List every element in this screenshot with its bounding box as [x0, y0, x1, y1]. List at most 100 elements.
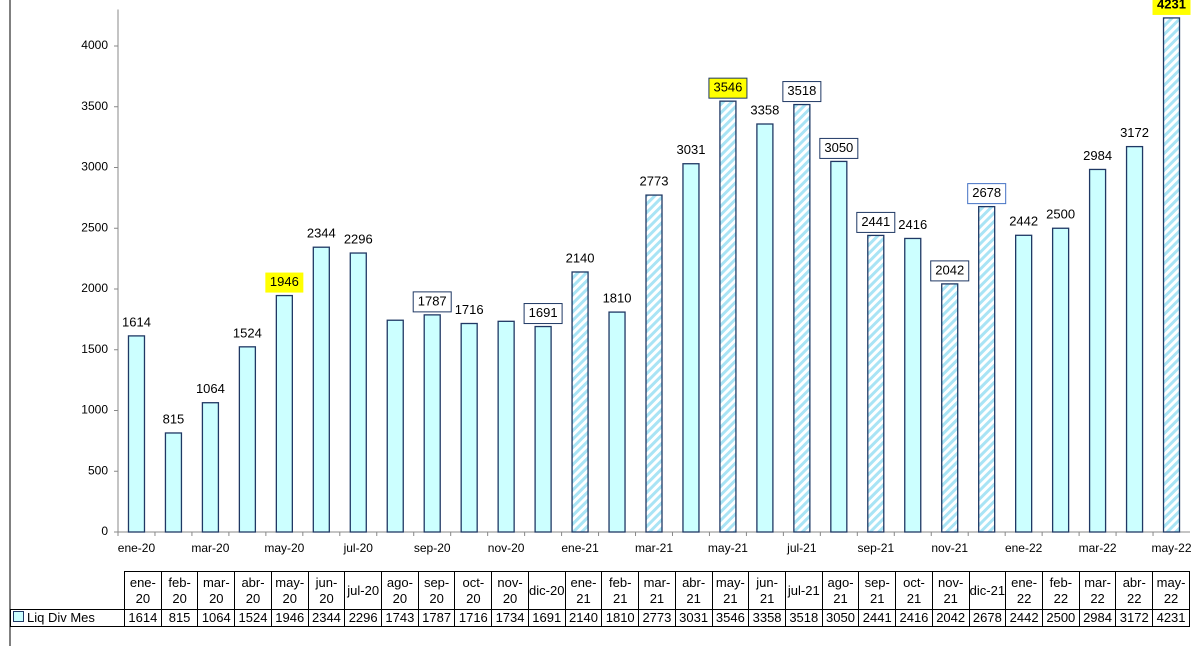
- label-box: [967, 183, 1007, 205]
- table-value: 1524: [234, 609, 272, 627]
- table-category: nov-20: [491, 571, 529, 610]
- bar: [1088, 168, 1107, 533]
- table-category: jul-21: [784, 571, 823, 610]
- data-label: 1946: [270, 274, 299, 289]
- bar: [423, 314, 441, 533]
- data-label: 2773: [640, 174, 669, 189]
- x-tick-label: may-22: [1152, 541, 1192, 555]
- bar: [349, 252, 367, 533]
- bar: [312, 246, 330, 533]
- data-label: 1614: [122, 314, 151, 329]
- data-table: ene-20 feb-20 mar-20 abr-20 may-20 jun-20 jul-…: [10, 571, 1190, 627]
- bar: [571, 271, 589, 533]
- table-category: mar-20: [197, 571, 236, 610]
- table-value: 2984: [1078, 609, 1117, 627]
- bar: [978, 205, 996, 533]
- bar: [460, 322, 478, 533]
- data-label: 2678: [972, 185, 1001, 200]
- y-tick-label: 2000: [81, 281, 108, 295]
- bar: [904, 237, 922, 533]
- legend-label: Liq Div Mes: [27, 610, 95, 625]
- table-category: ago-20: [381, 571, 419, 610]
- data-label: 2416: [898, 217, 927, 232]
- bar: [645, 194, 663, 533]
- label-box: [523, 303, 563, 325]
- y-tick-label: 2500: [81, 220, 108, 234]
- table-corner: [10, 571, 125, 610]
- legend-key: [13, 611, 24, 622]
- bar: [386, 319, 404, 533]
- table-value: 2344: [307, 609, 346, 627]
- bar: [608, 311, 626, 533]
- bar: [830, 160, 848, 533]
- bar: [756, 123, 774, 533]
- data-label: 1064: [196, 381, 225, 396]
- label-box: [1152, 0, 1191, 15]
- table-value: 2678: [968, 609, 1007, 627]
- data-label: 2984: [1083, 148, 1112, 163]
- data-label: 3358: [750, 102, 779, 117]
- table-header-row: ene-20 feb-20 mar-20 abr-20 may-20 jun-20 jul-…: [10, 571, 1190, 610]
- bar: [793, 103, 811, 533]
- bar: [127, 335, 146, 533]
- data-label: 3546: [713, 80, 742, 95]
- table-value: 2773: [638, 609, 676, 627]
- y-tick-label: 3000: [81, 160, 108, 174]
- table-value: 2416: [895, 609, 933, 627]
- data-label: 3050: [824, 140, 853, 155]
- x-tick-label: ene-20: [118, 541, 156, 555]
- table-category: sep-21: [858, 571, 897, 610]
- x-tick-label: nov-20: [488, 541, 525, 555]
- table-value-row: Liq Div Mes 1614 815 1064 1524 1946 2344 2296 17…: [10, 609, 1190, 627]
- table-value: 1734: [491, 609, 529, 627]
- table-value: 2042: [931, 609, 970, 627]
- table-category: ene-22: [1005, 571, 1043, 610]
- table-category: may-21: [711, 571, 750, 610]
- table-value: 3031: [674, 609, 713, 627]
- bar: [1051, 227, 1070, 533]
- table-value: 1716: [454, 609, 493, 627]
- data-label: 2344: [307, 226, 336, 241]
- table-value: 3050: [821, 609, 860, 627]
- x-tick-label: ene-22: [1005, 541, 1043, 555]
- x-tick-label: sep-20: [414, 541, 451, 555]
- table-category: ago-21: [821, 571, 860, 610]
- x-tick-label: jul-20: [343, 541, 374, 555]
- table-value: 1787: [417, 609, 456, 627]
- table-value: 3172: [1115, 609, 1154, 627]
- x-tick-label: may-20: [264, 541, 304, 555]
- table-value: 2296: [344, 609, 383, 627]
- table-category: may-22: [1152, 571, 1190, 610]
- table-value: 3358: [748, 609, 786, 627]
- data-label: 2042: [935, 262, 964, 277]
- label-box: [412, 291, 452, 313]
- data-label: 1524: [233, 325, 262, 340]
- table-value: 2442: [1005, 609, 1043, 627]
- bar: [1125, 145, 1144, 533]
- table-category: nov-21: [931, 571, 970, 610]
- data-label: 3031: [677, 142, 706, 157]
- data-label: 1787: [418, 293, 447, 308]
- x-tick-label: mar-22: [1079, 541, 1117, 555]
- label-box: [265, 272, 304, 293]
- table-category: mar-22: [1078, 571, 1117, 610]
- data-label: 2500: [1046, 207, 1075, 222]
- table-category: jun-20: [307, 571, 346, 610]
- x-tick-label: may-21: [708, 541, 748, 555]
- bar: [497, 320, 515, 533]
- table-category: feb-20: [160, 571, 199, 610]
- y-tick-label: 1500: [81, 342, 108, 356]
- x-tick-label: mar-20: [191, 541, 229, 555]
- table-category: dic-21: [968, 571, 1007, 610]
- data-label: 3172: [1120, 125, 1149, 140]
- table-category: sep-20: [417, 571, 456, 610]
- table-category: abr-20: [234, 571, 272, 610]
- label-box: [930, 260, 970, 282]
- table-category: feb-21: [601, 571, 640, 610]
- bar: [534, 325, 552, 533]
- table-value: 3546: [711, 609, 750, 627]
- y-tick-label: 0: [101, 524, 108, 538]
- table-value: 1743: [381, 609, 419, 627]
- label-box: [782, 81, 822, 103]
